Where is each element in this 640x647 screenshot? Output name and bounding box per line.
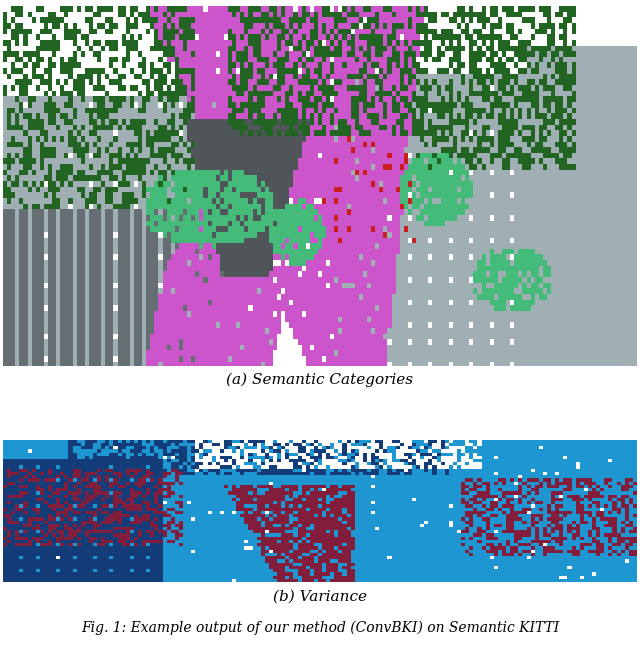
Text: (b) Variance: (b) Variance xyxy=(273,590,367,604)
Text: (a) Semantic Categories: (a) Semantic Categories xyxy=(227,373,413,388)
Text: Fig. 1: Example output of our method (ConvBKI) on Semantic KITTI: Fig. 1: Example output of our method (Co… xyxy=(81,620,559,635)
